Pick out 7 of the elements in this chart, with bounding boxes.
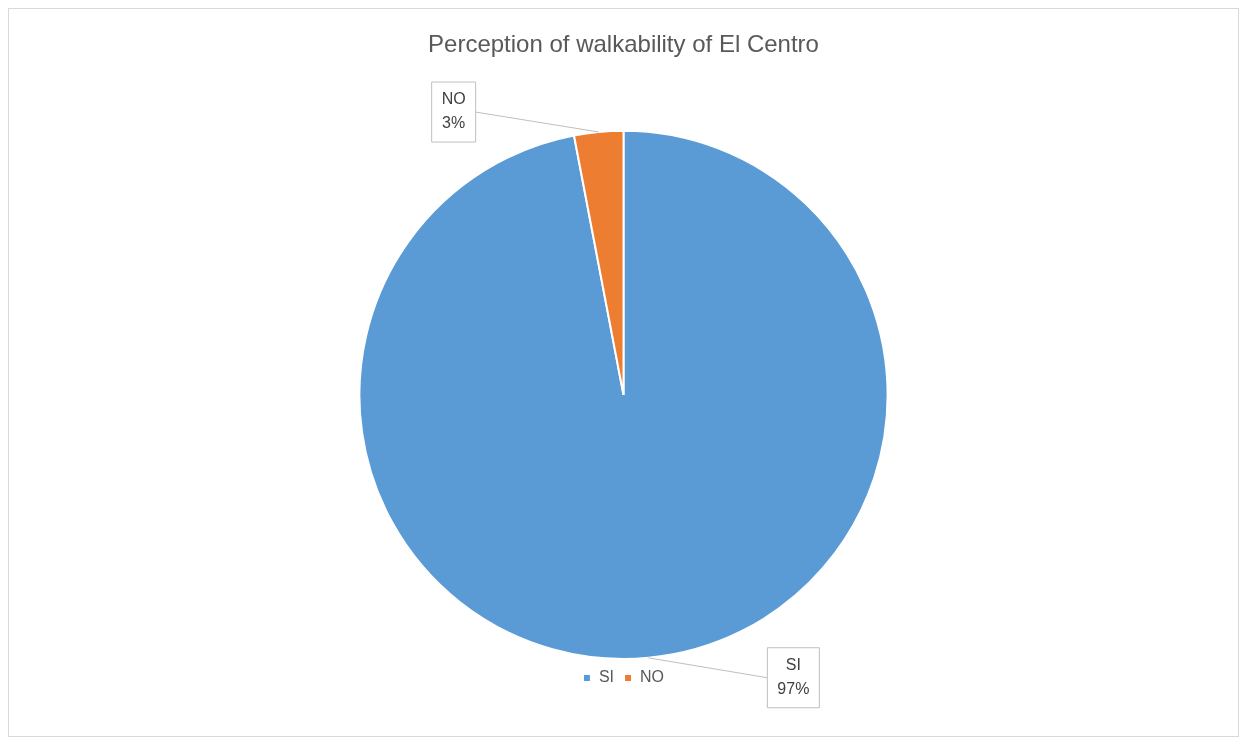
chart-title: Perception of walkability of El Centro <box>428 30 819 58</box>
slice-label: SI <box>785 656 801 674</box>
legend-label: NO <box>640 668 665 686</box>
legend-label: SI <box>598 668 615 686</box>
data-label: 97% <box>777 680 810 698</box>
slice-label: NO <box>441 90 466 108</box>
data-label: 3% <box>442 114 466 132</box>
